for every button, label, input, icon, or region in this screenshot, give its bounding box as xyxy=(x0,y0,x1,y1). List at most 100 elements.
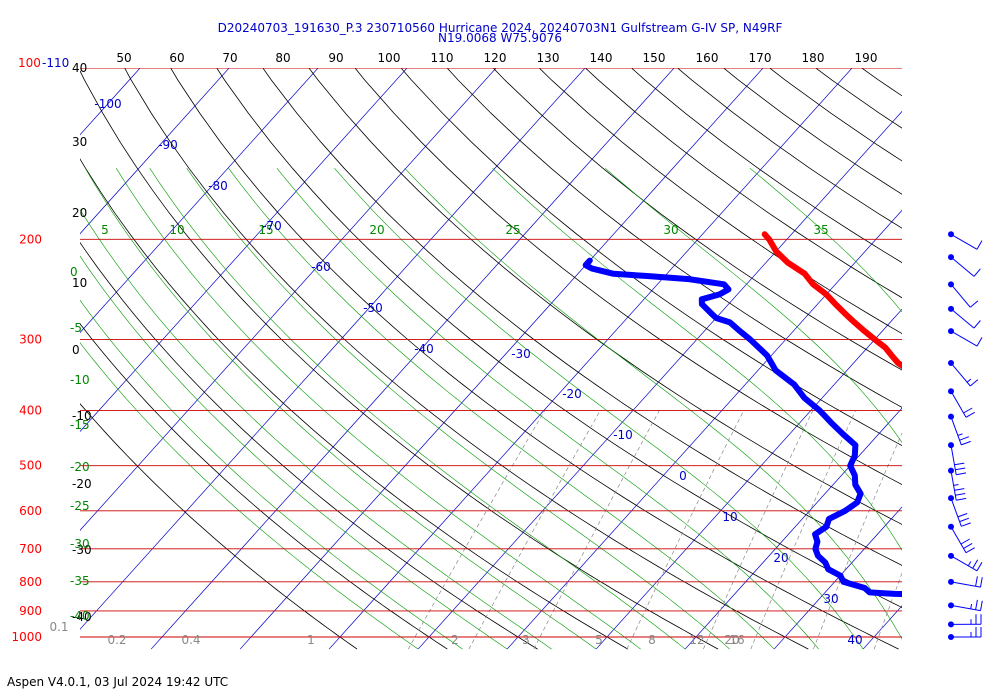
mixing-ratio-line xyxy=(468,410,601,650)
wind-barb-flag xyxy=(980,600,983,611)
dry-adiabat-line xyxy=(124,68,809,650)
mixing-ratio-label: 0.1 xyxy=(49,620,68,634)
moist-adiabat-label: -10 xyxy=(70,373,90,387)
moist-adiabat-label: 25 xyxy=(505,223,520,237)
wind-barb-staff xyxy=(950,284,971,308)
wind-barb-flag xyxy=(961,522,971,527)
dry-adiabat-line xyxy=(584,68,902,299)
wind-barb-flag xyxy=(976,240,983,250)
wind-barb-flag xyxy=(960,538,970,545)
sounding-profiles xyxy=(582,231,902,598)
wind-barb xyxy=(948,599,983,612)
dry-adiabat-label: -20 xyxy=(72,477,92,491)
dry-adiabat-line xyxy=(446,68,902,408)
mixing-ratio-line xyxy=(969,411,1000,649)
wind-barb xyxy=(948,442,967,476)
wind-barb-flag xyxy=(975,576,978,587)
pressure-tick-label: 700 xyxy=(19,542,42,556)
mixing-ratio-label: 5 xyxy=(595,633,603,647)
isotherm-line xyxy=(595,308,902,650)
dry-adiabat-label: 30 xyxy=(72,135,87,149)
wind-barb-flag xyxy=(954,462,965,466)
wind-barb xyxy=(948,614,982,628)
mixing-ratio-line xyxy=(703,410,814,650)
isotherm-line xyxy=(417,110,902,650)
pressure-tick-label: 600 xyxy=(19,504,42,518)
moist-adiabat-line xyxy=(918,168,1000,649)
wind-barb-flag xyxy=(957,433,963,436)
pressure-tick-label: 900 xyxy=(19,604,42,618)
dry-adiabat-line xyxy=(80,403,358,650)
mixing-ratio-label: 16 xyxy=(729,633,744,647)
moist-adiabat-line xyxy=(115,168,641,650)
wind-barb-flag xyxy=(956,497,967,501)
pressure-tick-label: 1000 xyxy=(11,630,42,644)
isotherm-line xyxy=(684,407,902,650)
wind-barb-flag xyxy=(966,378,972,383)
wind-barb-staff xyxy=(950,497,962,527)
top-tick-label: 80 xyxy=(275,51,290,65)
moist-adiabat-label: -40 xyxy=(70,609,90,623)
top-tick-label: 60 xyxy=(169,51,184,65)
isotherm-line xyxy=(239,68,764,650)
wind-barb-flag xyxy=(973,320,981,329)
mixing-ratio-line xyxy=(873,572,902,650)
chart-title-line2: N19.0068 W75.9076 xyxy=(438,31,562,45)
dry-adiabat-line xyxy=(722,68,902,195)
mixing-ratio-label: 0.4 xyxy=(181,633,200,647)
isotherm-line xyxy=(506,209,902,650)
wind-barb-flag xyxy=(963,407,973,414)
dry-adiabat-line xyxy=(262,68,902,566)
wind-barb xyxy=(948,305,981,329)
wind-barb-flag xyxy=(953,484,959,486)
mixing-ratio-line xyxy=(929,411,1000,649)
dry-adiabat-label: 20 xyxy=(72,206,87,220)
wind-barb-flag xyxy=(955,467,966,471)
wind-barb-flag xyxy=(963,542,973,549)
wind-barb xyxy=(948,627,982,640)
wind-barb-flag xyxy=(980,577,983,588)
isotherm-line xyxy=(80,68,230,235)
wind-barb-flag xyxy=(965,547,975,554)
mixing-ratio-label: 2 xyxy=(451,633,459,647)
wind-barb-flag xyxy=(967,561,972,567)
moist-adiabat-label: -5 xyxy=(70,321,82,335)
top-tick-label: 180 xyxy=(802,51,825,65)
dry-adiabat-line xyxy=(80,158,629,650)
top-tick-label: 160 xyxy=(696,51,719,65)
isotherm-label: -20 xyxy=(562,387,582,401)
isotherm-line xyxy=(150,68,675,650)
moist-adiabat-line xyxy=(80,342,419,650)
moist-adiabat-label: 30 xyxy=(663,223,678,237)
wind-barb xyxy=(948,413,971,446)
isotherm-label: -50 xyxy=(363,301,383,315)
pressure-tick-label: 100 xyxy=(18,56,41,70)
wind-barb-flag xyxy=(976,337,983,347)
isotherm-label: -100 xyxy=(94,97,121,111)
isotherm-label: -80 xyxy=(208,179,228,193)
dry-adiabat-line xyxy=(170,68,899,650)
dry-adiabat-label: 0 xyxy=(72,343,80,357)
isotherm-label: -40 xyxy=(414,342,434,356)
top-tick-label: 170 xyxy=(749,51,772,65)
top-tick-label: 50 xyxy=(116,51,131,65)
chart-grid xyxy=(80,68,1000,650)
dry-adiabat-line xyxy=(815,68,902,129)
wind-barb-flag xyxy=(955,493,966,496)
dry-adiabat-line xyxy=(216,68,902,608)
top-tick-label: 70 xyxy=(222,51,237,65)
moist-adiabat-line xyxy=(186,168,730,650)
chart-title-line1: D20240703_191630_P.3 230710560 Hurricane… xyxy=(217,21,783,35)
wind-barb-staff xyxy=(950,416,962,446)
wind-barb xyxy=(948,328,983,347)
wind-barb-flag xyxy=(965,411,975,418)
wind-barb-flag xyxy=(969,379,979,387)
wind-barb-column xyxy=(948,231,983,640)
top-tick-label: 150 xyxy=(643,51,666,65)
dry-adiabat-line xyxy=(400,68,902,446)
wind-barb-flag xyxy=(959,517,970,523)
wind-barb-flag xyxy=(973,268,981,277)
mixing-ratio-line xyxy=(533,410,660,650)
dry-adiabat-line xyxy=(354,68,902,485)
